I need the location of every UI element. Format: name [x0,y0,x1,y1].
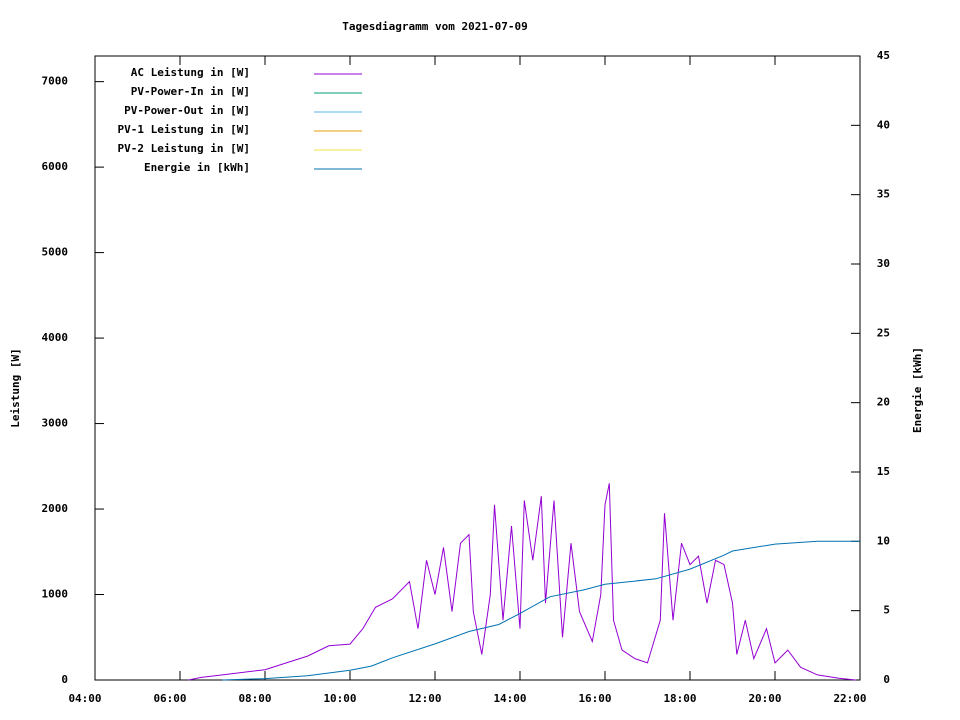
y2-tick-label: 35 [877,188,890,201]
y2-tick-label: 15 [877,465,890,478]
legend-label: PV-Power-Out in [W] [124,104,250,117]
x-tick-label: 20:00 [748,692,781,705]
legend-label: PV-2 Leistung in [W] [118,142,250,155]
x-tick-label: 12:00 [408,692,441,705]
series-line [188,483,856,681]
series-line [222,540,860,681]
x-tick-label: 08:00 [238,692,271,705]
y-tick-label: 3000 [42,417,69,430]
y2-tick-label: 40 [877,118,890,131]
y-tick-label: 7000 [42,75,69,88]
y2-axis-label: Energie [kWh] [911,347,924,433]
x-tick-label: 22:00 [833,692,866,705]
legend-label: PV-Power-In in [W] [131,85,250,98]
y-tick-label: 6000 [42,160,69,173]
legend-label: Energie in [kWh] [144,161,250,174]
x-tick-label: 06:00 [153,692,186,705]
y2-tick-label: 45 [877,49,890,62]
legend-label: AC Leistung in [W] [131,66,250,79]
y-axis-label: Leistung [W] [9,348,22,427]
x-tick-label: 10:00 [323,692,356,705]
x-tick-label: 14:00 [493,692,526,705]
y2-tick-label: 25 [877,326,890,339]
y-tick-label: 5000 [42,246,69,259]
y-tick-label: 0 [61,673,68,686]
plot-frame [94,55,861,681]
y-tick-label: 4000 [42,331,69,344]
y2-tick-label: 0 [883,673,890,686]
y2-tick-label: 5 [883,604,890,617]
y2-tick-label: 10 [877,534,890,547]
x-tick-label: 18:00 [663,692,696,705]
chart-title: Tagesdiagramm vom 2021-07-09 [342,20,527,33]
y2-tick-label: 30 [877,257,890,270]
y2-tick-label: 20 [877,396,890,409]
legend-label: PV-1 Leistung in [W] [118,123,250,136]
x-tick-label: 04:00 [68,692,101,705]
y-tick-label: 2000 [42,502,69,515]
y-tick-label: 1000 [42,588,69,601]
x-tick-label: 16:00 [578,692,611,705]
